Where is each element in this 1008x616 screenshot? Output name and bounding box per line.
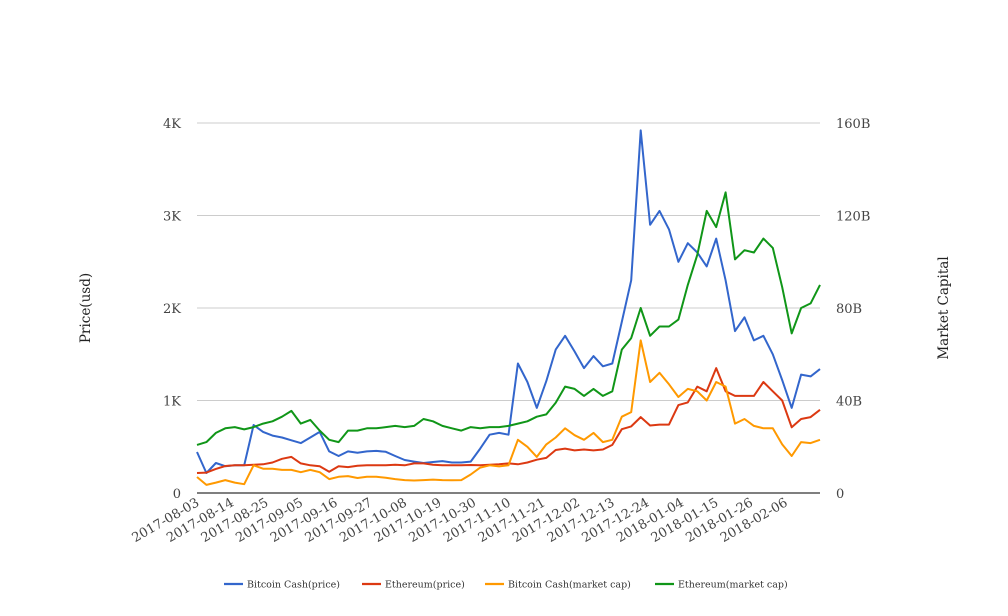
legend-item: Ethereum(price) <box>362 580 465 591</box>
right-axis-title: Market Capital <box>936 256 952 359</box>
series-line-ethereum-market-cap <box>196 191 821 446</box>
right-tick-label: 40B <box>836 395 862 410</box>
legend-label: Bitcoin Cash(price) <box>247 580 340 591</box>
series-line-ethereum-price <box>196 367 821 474</box>
gridlines <box>197 122 820 401</box>
left-tick-label: 2K <box>163 302 181 317</box>
legend: Bitcoin Cash(price) Ethereum(price) Bitcoi… <box>224 580 788 591</box>
right-axis-ticks: 0 40B 80B 120B 160B <box>836 117 870 502</box>
series-line-bitcoin-cash-market-cap <box>196 339 821 486</box>
left-tick-label: 4K <box>163 117 181 132</box>
legend-label: Ethereum(price) <box>385 580 465 591</box>
series-line-bitcoin-cash-price <box>196 129 821 474</box>
left-tick-label: 1K <box>163 395 181 410</box>
left-tick-label: 3K <box>163 210 181 225</box>
x-axis-ticks: 2017-08-032017-08-142017-08-252017-09-05… <box>130 495 791 545</box>
right-tick-label: 80B <box>836 302 862 317</box>
legend-item: Bitcoin Cash(price) <box>224 580 340 591</box>
legend-item: Ethereum(market cap) <box>655 580 788 591</box>
legend-label: Bitcoin Cash(market cap) <box>508 580 631 591</box>
legend-item: Bitcoin Cash(market cap) <box>485 580 631 591</box>
right-tick-label: 0 <box>836 487 844 502</box>
series-lines <box>196 129 821 486</box>
left-tick-label: 0 <box>173 487 181 502</box>
right-tick-label: 160B <box>836 117 870 132</box>
right-tick-label: 120B <box>836 210 870 225</box>
legend-label: Ethereum(market cap) <box>678 580 788 591</box>
left-axis-ticks: 0 1K 2K 3K 4K <box>163 117 181 502</box>
left-axis-title: Price(usd) <box>78 273 94 343</box>
